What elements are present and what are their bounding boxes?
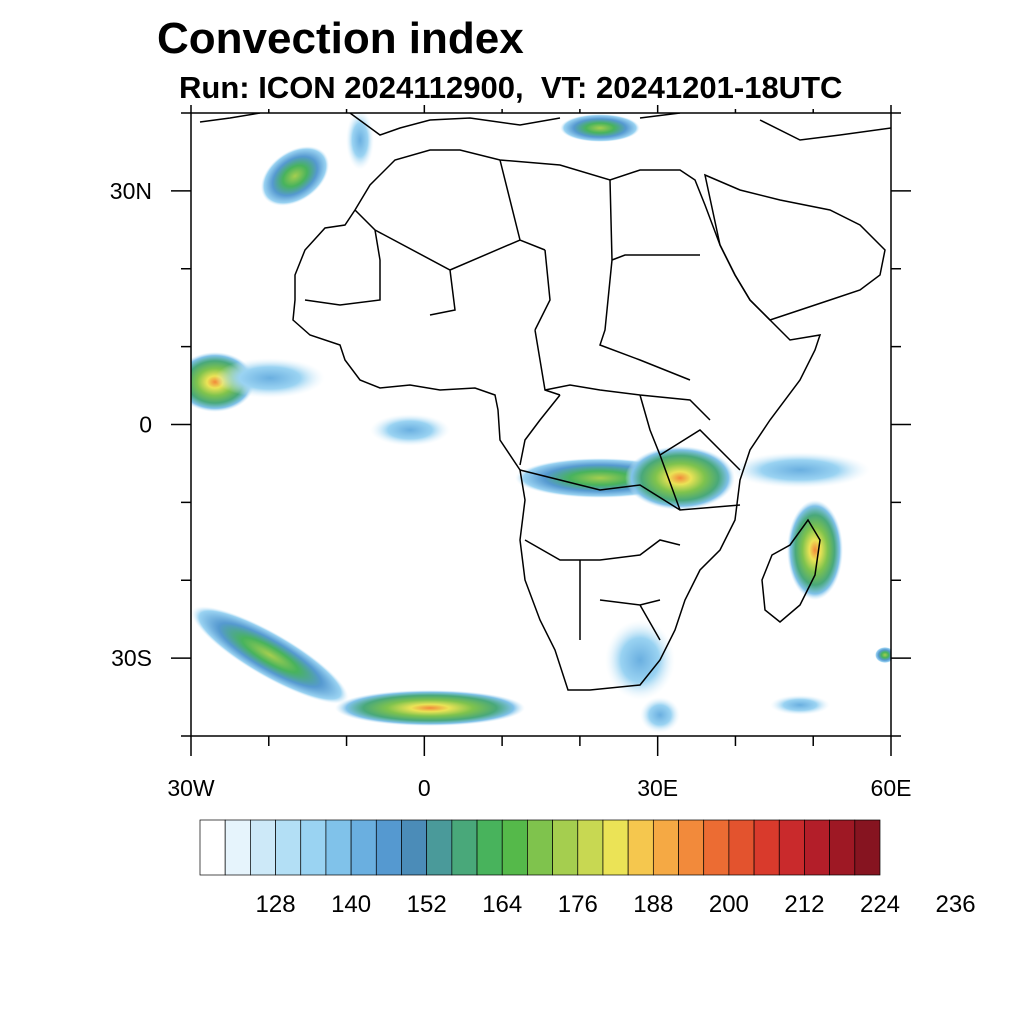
country-border [304, 159, 741, 641]
convection-cell [625, 446, 735, 510]
colorbar-box [426, 819, 453, 876]
map-frame [190, 112, 892, 737]
convection-cell [787, 500, 843, 600]
convection-cell [215, 358, 325, 398]
colorbar-box [703, 819, 730, 876]
colorbar-box [627, 819, 654, 876]
europe-coastline [199, 113, 891, 141]
arabia-coastline [703, 173, 886, 321]
coastline [199, 113, 891, 691]
convection-cell [730, 452, 870, 488]
lon-tick-label: 0 [418, 775, 431, 801]
colorbar-box [401, 819, 428, 876]
colorbar-box [199, 819, 226, 876]
lat-tick-label: 30S [111, 645, 152, 671]
convection-field [191, 113, 891, 733]
colorbar-box [804, 819, 830, 876]
convection-cell [560, 114, 640, 142]
colorbar-box [652, 819, 679, 876]
convection-cell [346, 113, 374, 170]
colorbar-box [476, 819, 503, 876]
colorbar-box [602, 819, 629, 876]
lon-tick-label: 30W [167, 775, 215, 801]
convection-cell [605, 620, 675, 700]
colorbar-box [753, 819, 780, 876]
colorbar-label: 152 [407, 891, 447, 918]
colorbar-box [527, 819, 553, 876]
colorbar-box [451, 819, 478, 876]
colorbar-box [829, 819, 856, 876]
colorbar-label: 200 [709, 891, 749, 918]
colorbar-label: 140 [331, 891, 371, 918]
colorbar-label: 236 [936, 891, 976, 918]
lat-tick-label: 30N [110, 178, 152, 204]
colorbar-label: 176 [558, 891, 598, 918]
colorbar-box [778, 819, 805, 876]
colorbar-box [854, 819, 881, 876]
colorbar-box [501, 819, 528, 876]
colorbar-label: 188 [633, 891, 673, 918]
africa-coastline [292, 149, 822, 691]
convection-cell [640, 697, 680, 733]
colorbar-labels: 128 140 152 164 176 188 200 212 224 236 [256, 891, 976, 918]
colorbar-box [325, 819, 352, 876]
colorbar-label: 128 [256, 891, 296, 918]
axis-tick-labels: 30W 0 30E 60E 30N 0 30S [110, 178, 912, 801]
convection-cell [335, 690, 525, 726]
colorbar-box [350, 819, 377, 876]
colorbar-box [728, 819, 755, 876]
colorbar-box [552, 819, 579, 876]
colorbar [199, 819, 881, 876]
map-subtitle: Run: ICON 2024112900, VT: 20241201-18UTC [179, 70, 843, 105]
colorbar-box [275, 819, 302, 876]
colorbar-box [250, 819, 276, 876]
madagascar-coastline [761, 518, 821, 623]
colorbar-label: 164 [482, 891, 522, 918]
colorbar-box [300, 819, 327, 876]
convection-cell [370, 414, 450, 446]
convection-cell [260, 146, 330, 206]
lon-tick-label: 30E [637, 775, 678, 801]
colorbar-label: 224 [860, 891, 900, 918]
convection-cell [770, 695, 830, 715]
axis-ticks [171, 105, 911, 756]
colorbar-box [224, 819, 251, 876]
map-title: Convection index [157, 14, 524, 63]
lat-tick-label: 0 [139, 412, 152, 438]
convection-cell [191, 606, 349, 704]
colorbar-box [375, 819, 402, 876]
colorbar-box [577, 819, 604, 876]
colorbar-box [678, 819, 705, 876]
colorbar-label: 212 [784, 891, 824, 918]
lon-tick-label: 60E [871, 775, 912, 801]
convection-cell [875, 647, 891, 663]
